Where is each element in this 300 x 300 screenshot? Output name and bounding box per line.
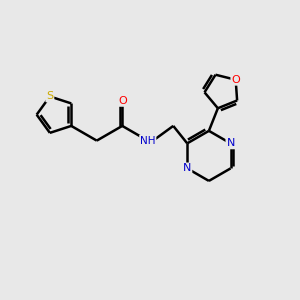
Text: O: O: [118, 96, 127, 106]
Text: N: N: [183, 164, 191, 173]
Text: S: S: [46, 92, 53, 101]
Text: O: O: [231, 75, 240, 85]
Text: NH: NH: [140, 136, 155, 146]
Text: N: N: [226, 138, 235, 148]
